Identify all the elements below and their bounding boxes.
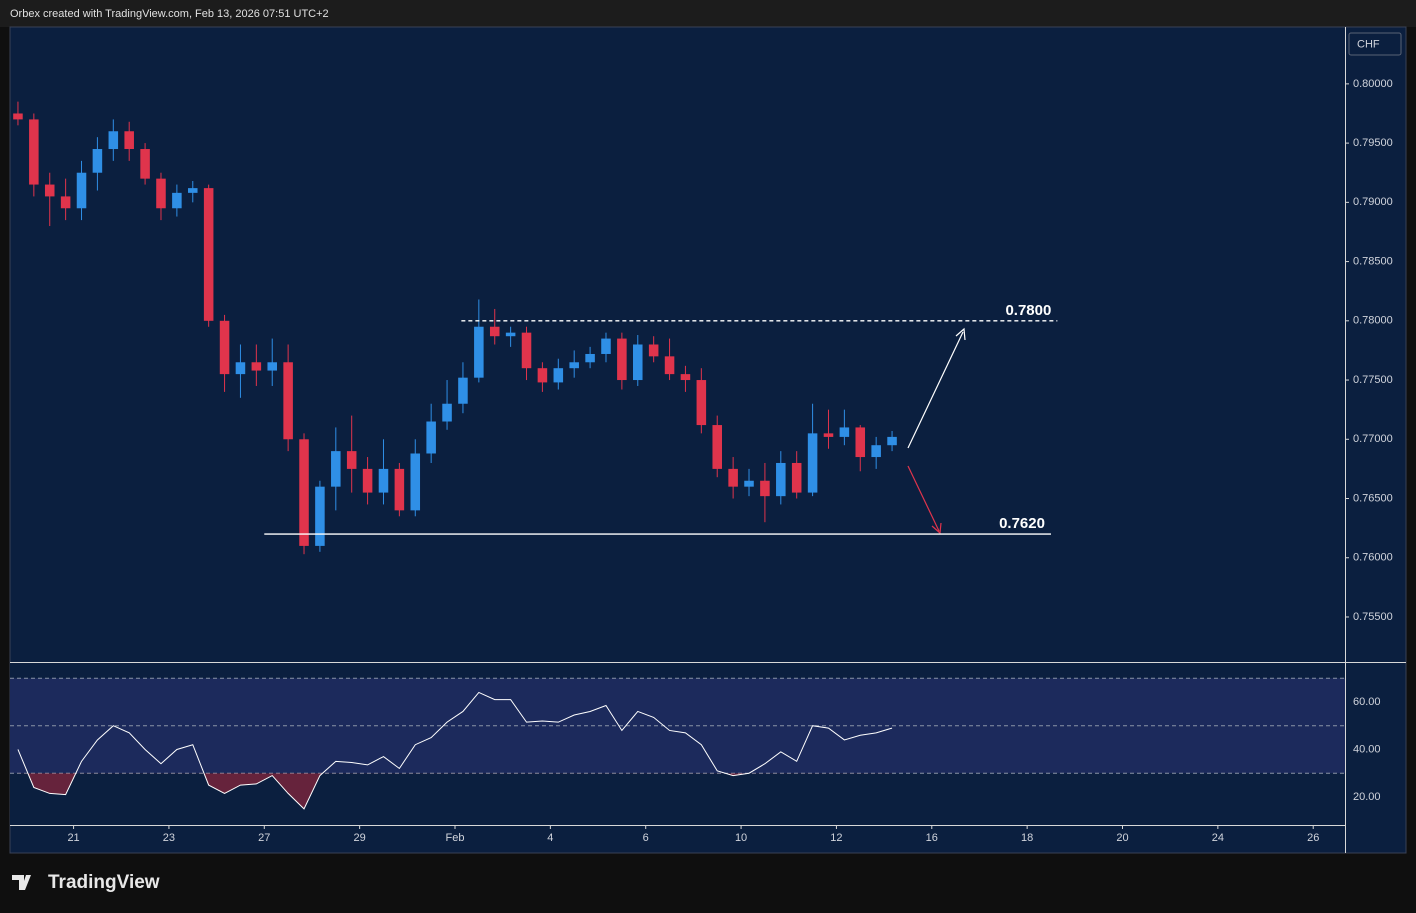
x-tick-label: 10 <box>735 832 747 844</box>
candle-body <box>601 338 611 354</box>
candle-body <box>776 462 786 497</box>
down-arrow-head <box>931 522 942 535</box>
x-tick-label: 21 <box>67 832 79 844</box>
candle-body <box>394 468 405 511</box>
candle-body <box>426 421 436 454</box>
candle-body <box>553 368 564 383</box>
y-tick-label: 0.76000 <box>1353 552 1393 564</box>
y-tick-label: 0.76500 <box>1353 492 1393 504</box>
rsi-oversold-fill <box>17 773 893 809</box>
candle-body <box>458 377 468 404</box>
logo: TradingView <box>12 872 160 893</box>
candle-body <box>839 427 850 437</box>
x-tick-label: 27 <box>258 832 270 844</box>
candle-body <box>569 362 579 369</box>
candle-body <box>696 380 707 426</box>
logo-text: TradingView <box>48 872 160 893</box>
candle-body <box>791 462 802 493</box>
candle-body <box>871 445 881 458</box>
x-tick-label: 18 <box>1021 832 1033 844</box>
candle-body <box>124 131 134 150</box>
candle-body <box>664 356 675 375</box>
y-tick-label: 0.75500 <box>1353 611 1393 623</box>
candle-body <box>346 451 357 469</box>
candle-body <box>13 113 23 120</box>
candle-body <box>823 433 834 437</box>
x-tick-label: 20 <box>1116 832 1128 844</box>
candle-body <box>744 480 754 487</box>
x-tick-label: Feb <box>446 832 465 844</box>
up-arrow <box>907 331 964 449</box>
y-tick-label: 0.80000 <box>1353 78 1393 90</box>
candle-body <box>108 131 119 150</box>
candle-body <box>521 332 532 369</box>
candle-body <box>172 192 182 209</box>
header-text: Orbex created with TradingView.com, Feb … <box>10 8 329 20</box>
x-tick-label: 12 <box>830 832 842 844</box>
candle-body <box>140 149 150 179</box>
candle-body <box>585 353 595 363</box>
candle-body <box>76 172 87 209</box>
candle-body <box>505 332 516 337</box>
level-label: 0.7800 <box>1005 302 1051 319</box>
candle-body <box>887 436 897 446</box>
candle-body <box>315 486 325 546</box>
rsi-tick-label: 60.00 <box>1353 696 1381 708</box>
candle-body <box>331 451 341 487</box>
candle-body <box>44 184 55 197</box>
down-arrow <box>907 465 940 532</box>
candle-body <box>299 439 309 546</box>
y-tick-label: 0.77000 <box>1353 433 1393 445</box>
candle-body <box>410 453 421 511</box>
candle-body <box>188 188 198 193</box>
y-tick-label: 0.77500 <box>1353 374 1393 386</box>
x-tick-label: 6 <box>643 832 649 844</box>
y-tick-label: 0.78000 <box>1353 315 1393 327</box>
candle-body <box>680 374 691 381</box>
candle-body <box>760 480 770 497</box>
candle-body <box>203 188 214 321</box>
currency-label: CHF <box>1357 38 1380 50</box>
candle-body <box>855 427 866 458</box>
currency-box <box>1348 32 1402 56</box>
candle-body <box>489 326 500 337</box>
candle-body <box>219 320 230 375</box>
candle-body <box>60 196 71 209</box>
candle-body <box>251 362 262 371</box>
up-arrow-head <box>955 327 966 341</box>
rsi-line <box>17 691 893 810</box>
top-bar <box>0 0 1416 27</box>
candle-body <box>29 119 39 185</box>
candle-body <box>474 326 484 378</box>
x-tick-label: 4 <box>547 832 553 844</box>
candle-body <box>648 344 659 357</box>
candle-body <box>442 403 452 422</box>
y-tick-label: 0.79500 <box>1353 137 1393 149</box>
x-tick-label: 16 <box>926 832 938 844</box>
candle-body <box>728 468 738 487</box>
logo-icon <box>12 875 31 890</box>
candle-body <box>712 425 722 469</box>
candle-body <box>617 338 627 381</box>
y-tick-label: 0.79000 <box>1353 196 1393 208</box>
rsi-tick-label: 20.00 <box>1353 791 1381 803</box>
x-tick-label: 29 <box>354 832 366 844</box>
x-tick-label: 26 <box>1307 832 1319 844</box>
candle-body <box>235 362 246 375</box>
candle-body <box>807 433 818 493</box>
level-label: 0.7620 <box>999 515 1045 532</box>
y-tick-label: 0.78500 <box>1353 255 1393 267</box>
candle-body <box>378 468 389 493</box>
x-tick-label: 24 <box>1212 832 1224 844</box>
candle-body <box>362 468 373 493</box>
candle-body <box>633 344 643 381</box>
x-tick-label: 23 <box>163 832 175 844</box>
candle-body <box>156 178 166 209</box>
candle-body <box>283 362 293 440</box>
candle-body <box>537 368 548 383</box>
candle-body <box>92 149 103 173</box>
rsi-tick-label: 40.00 <box>1353 743 1381 755</box>
candle-body <box>267 362 277 371</box>
